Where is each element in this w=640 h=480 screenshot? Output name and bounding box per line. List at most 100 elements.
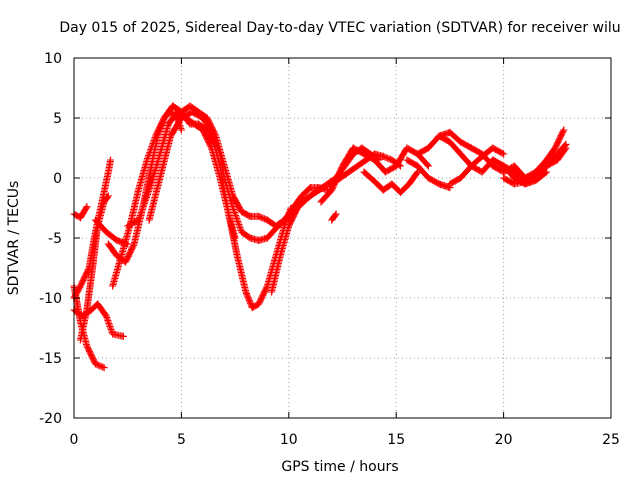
data-point	[478, 152, 486, 160]
data-point	[113, 236, 121, 244]
data-point	[143, 156, 151, 164]
data-point	[446, 138, 454, 146]
data-point	[414, 150, 422, 158]
x-tick-label: 20	[495, 432, 513, 448]
data-point	[220, 162, 228, 170]
data-point	[302, 196, 310, 204]
data-point	[177, 114, 185, 122]
y-tick-label: 10	[44, 51, 62, 67]
data-point	[339, 162, 346, 170]
data-point	[177, 126, 185, 134]
data-point	[360, 150, 368, 158]
data-point	[246, 234, 254, 242]
data-point	[100, 364, 108, 372]
data-point	[76, 336, 84, 344]
data-point	[371, 156, 379, 164]
data-point	[76, 214, 84, 222]
data-point	[229, 204, 237, 212]
data-point	[141, 198, 149, 206]
data-point	[100, 198, 108, 206]
data-point	[388, 180, 396, 188]
data-point	[130, 240, 138, 248]
x-tick-label: 10	[280, 432, 298, 448]
data-point	[134, 216, 142, 224]
data-point	[117, 252, 125, 260]
data-point	[229, 192, 237, 200]
data-point	[104, 192, 112, 200]
data-point	[263, 216, 271, 224]
y-tick-label: -10	[39, 291, 62, 307]
data-point	[500, 162, 508, 170]
x-axis-label: GPS time / hours	[281, 459, 398, 475]
x-tick-label: 5	[177, 432, 186, 448]
data-point	[403, 156, 411, 164]
data-point	[332, 210, 340, 218]
data-point	[306, 184, 314, 192]
data-point	[255, 212, 263, 220]
data-point	[551, 144, 559, 152]
data-point	[349, 144, 357, 152]
data-point	[255, 236, 263, 244]
data-point	[553, 156, 561, 164]
data-point	[203, 114, 211, 122]
data-point	[403, 144, 411, 152]
data-series-arc-15	[360, 168, 422, 196]
data-point	[276, 252, 284, 260]
data-point	[298, 192, 306, 200]
data-point	[293, 204, 301, 212]
data-point	[424, 174, 432, 182]
data-point	[124, 222, 132, 230]
data-point	[467, 162, 475, 170]
data-point	[446, 128, 454, 136]
data-point	[405, 180, 413, 188]
data-point	[107, 156, 115, 164]
data-point	[510, 180, 518, 188]
data-series-arc-19	[446, 144, 508, 188]
data-point	[246, 212, 254, 220]
data-point	[500, 174, 508, 182]
data-point	[263, 234, 271, 242]
data-layer	[70, 102, 570, 372]
y-tick-label: 5	[53, 111, 62, 127]
data-point	[381, 168, 389, 176]
data-point	[457, 150, 465, 158]
data-point	[83, 342, 91, 350]
x-tick-label: 0	[70, 432, 79, 448]
data-point	[91, 216, 99, 224]
data-point	[317, 198, 325, 206]
x-tick-label: 25	[602, 432, 620, 448]
y-tick-label: 0	[53, 171, 62, 187]
data-point	[76, 282, 84, 290]
data-point	[152, 132, 160, 140]
data-point	[371, 150, 379, 158]
data-point	[109, 282, 117, 290]
data-point	[190, 120, 198, 128]
data-point	[392, 162, 400, 170]
x-tick-label: 15	[387, 432, 405, 448]
data-point	[255, 300, 263, 308]
data-point	[478, 168, 486, 176]
data-point	[91, 360, 99, 368]
data-point	[169, 102, 177, 110]
data-point	[500, 168, 508, 176]
data-point	[89, 258, 97, 266]
data-point	[145, 216, 153, 224]
data-point	[489, 144, 497, 152]
data-point	[177, 108, 185, 116]
data-point	[242, 288, 250, 296]
data-series-arc-13	[328, 210, 340, 224]
data-point	[207, 144, 215, 152]
data-point	[414, 162, 422, 170]
y-axis-label: SDTVAR / TECUs	[6, 181, 22, 296]
data-point	[238, 228, 246, 236]
data-point	[388, 156, 396, 164]
data-point	[156, 174, 164, 182]
data-point	[160, 114, 168, 122]
data-point	[446, 180, 454, 188]
data-point	[457, 138, 465, 146]
data-point	[328, 186, 336, 194]
data-point	[186, 102, 194, 110]
chart-title: Day 015 of 2025, Sidereal Day-to-day VTE…	[59, 20, 620, 36]
data-point	[134, 186, 142, 194]
